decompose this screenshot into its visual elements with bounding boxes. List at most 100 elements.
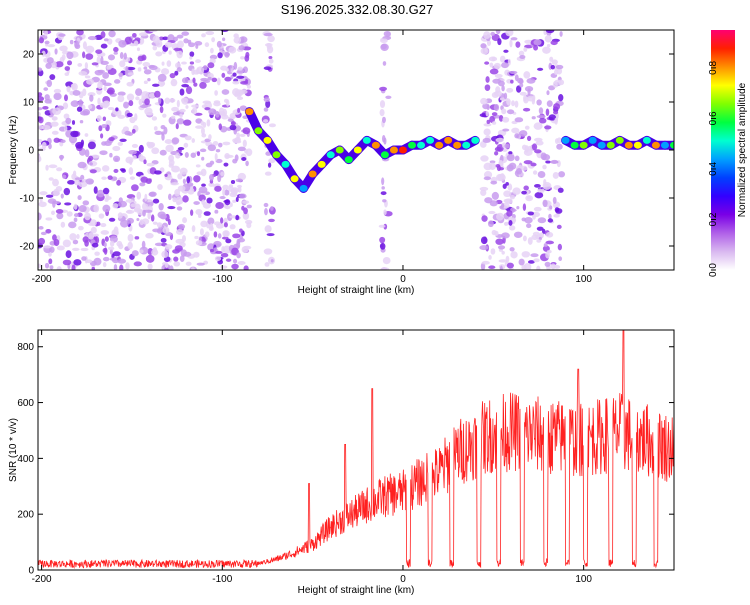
spectrogram-signal-spot — [335, 146, 344, 154]
spectrogram-noise-blob — [480, 155, 489, 162]
spectrogram-signal-spot — [597, 141, 606, 149]
spectrogram-noise-blob — [78, 181, 88, 188]
spectrogram-noise-blob — [499, 97, 509, 101]
spectrogram-noise-blob — [75, 141, 84, 149]
spectrogram-noise-blob — [85, 53, 94, 60]
spectrogram-noise-blob — [204, 231, 210, 238]
spectrogram-noise-blob — [213, 231, 218, 238]
spectrogram-noise-blob — [66, 211, 73, 217]
spectrogram-noise-blob — [125, 156, 134, 164]
spectrogram-noise-blob — [267, 162, 272, 168]
spectrogram-noise-blob — [124, 36, 133, 45]
spectrogram-noise-blob — [508, 220, 513, 226]
spectrogram-noise-blob — [72, 90, 81, 96]
spectrogram-noise-blob — [183, 251, 192, 257]
spectrogram-noise-blob — [221, 112, 226, 117]
spectrogram-noise-blob — [181, 235, 187, 242]
snr-y-axis: 0 200 400 600 800 — [17, 342, 674, 577]
spectrogram-noise-blob — [494, 90, 502, 97]
spectrogram-noise-blob — [78, 99, 83, 108]
spectrogram-noise-blob — [209, 248, 215, 253]
spectrogram-signal-spot — [570, 141, 579, 149]
spectrogram-noise-blob — [93, 233, 99, 237]
spectrogram-noise-blob — [179, 113, 183, 118]
spectrogram-noise-blob — [508, 151, 513, 155]
spectrogram-noise-blob — [181, 84, 189, 88]
spectrogram-noise-blob — [170, 182, 179, 186]
spectrogram-noise-blob — [232, 258, 238, 264]
spectrogram-noise-blob — [514, 155, 520, 162]
spectrogram-noise-blob — [113, 264, 118, 270]
spectrogram-noise-blob — [179, 167, 188, 175]
spectrogram-noise-blob — [379, 242, 386, 250]
spectrogram-noise-blob — [38, 111, 41, 117]
spectrogram-noise-blob — [165, 144, 174, 153]
colorbar-ticks: 0.0 0.2 0.4 0.6 0.8 — [708, 61, 719, 277]
spectrogram-noise-blob — [102, 72, 110, 79]
spectrogram-x-axis: -200 -100 0 100 — [32, 30, 592, 285]
spectrogram-noise-blob — [505, 182, 509, 186]
spectrogram-noise-blob — [84, 75, 91, 79]
spectrogram-noise-blob — [196, 151, 201, 157]
spectrogram-noise-blob — [139, 32, 148, 37]
spectrogram-noise-blob — [77, 63, 83, 67]
spectrogram-noise-blob — [553, 110, 559, 115]
tick-label: -10 — [20, 194, 35, 205]
spectrogram-noise-blob — [138, 98, 143, 106]
colorbar-tick-label: 0.4 — [708, 162, 719, 176]
spectrogram-noise-blob — [509, 247, 515, 252]
spectrogram-noise-blob — [527, 237, 533, 245]
spectrogram-noise-blob — [74, 177, 82, 181]
spectrogram-noise-blob — [48, 177, 54, 181]
spectrogram-noise-blob — [542, 199, 548, 208]
spectrogram-noise-blob — [509, 39, 513, 48]
spectrogram-noise-blob — [490, 31, 496, 36]
spectrogram-noise-blob — [193, 251, 200, 258]
spectrogram-noise-blob — [174, 245, 183, 252]
spectrogram-noise-blob — [524, 125, 530, 130]
spectrogram-noise-blob — [117, 258, 127, 264]
spectrogram-noise-blob — [501, 85, 505, 92]
spectrogram-noise-blob — [96, 56, 101, 65]
spectrogram-noise-blob — [222, 188, 226, 197]
spectrogram-noise-blob — [522, 107, 531, 112]
spectrogram-noise-blob — [193, 201, 200, 205]
spectrogram-noise-blob — [152, 35, 160, 44]
spectrogram-noise-blob — [64, 94, 68, 102]
spectrogram-noise-blob — [85, 178, 94, 185]
spectrogram-noise-blob — [219, 107, 225, 115]
spectrogram-noise-blob — [56, 167, 63, 172]
spectrogram-noise-blob — [38, 237, 46, 245]
spectrogram-noise-blob — [195, 118, 203, 124]
spectrogram-noise-blob — [96, 115, 102, 122]
spectrogram-noise-blob — [201, 156, 205, 161]
spectrogram-noise-blob — [184, 135, 192, 141]
spectrogram-noise-blob — [543, 243, 548, 248]
spectrogram-noise-blob — [502, 116, 510, 123]
spectrogram-noise-blob — [66, 85, 71, 93]
spectrogram-noise-blob — [167, 34, 175, 42]
spectrogram-noise-blob — [237, 172, 247, 181]
spectrogram-noise-blob — [93, 186, 98, 194]
spectrogram-noise-blob — [544, 35, 552, 43]
spectrogram-noise-blob — [143, 159, 147, 165]
spectrogram-noise-blob — [124, 130, 132, 136]
spectrogram-noise-blob — [164, 262, 169, 269]
spectrogram-noise-blob — [190, 209, 194, 216]
spectrogram-noise-blob — [125, 262, 130, 270]
snr-frame — [37, 329, 675, 571]
spectrogram-noise-blob — [131, 184, 139, 192]
spectrogram-noise-blob — [237, 107, 241, 113]
spectrogram-noise-blob — [136, 47, 141, 52]
spectrogram-noise-blob — [232, 80, 240, 85]
spectrogram-noise-blob — [489, 200, 498, 207]
spectrogram-signal-spot — [670, 141, 674, 149]
spectrogram-noise-blob — [506, 210, 513, 217]
spectrogram-noise-blob — [100, 223, 107, 228]
spectrogram-noise-blob — [112, 251, 121, 257]
spectrogram-signal-spot — [624, 141, 633, 149]
spectrogram-noise-blob — [224, 199, 231, 206]
spectrogram-noise-blob — [381, 177, 385, 186]
spectrogram-noise-blob — [380, 38, 388, 44]
colorbar-tick-label: 0.0 — [708, 263, 719, 277]
